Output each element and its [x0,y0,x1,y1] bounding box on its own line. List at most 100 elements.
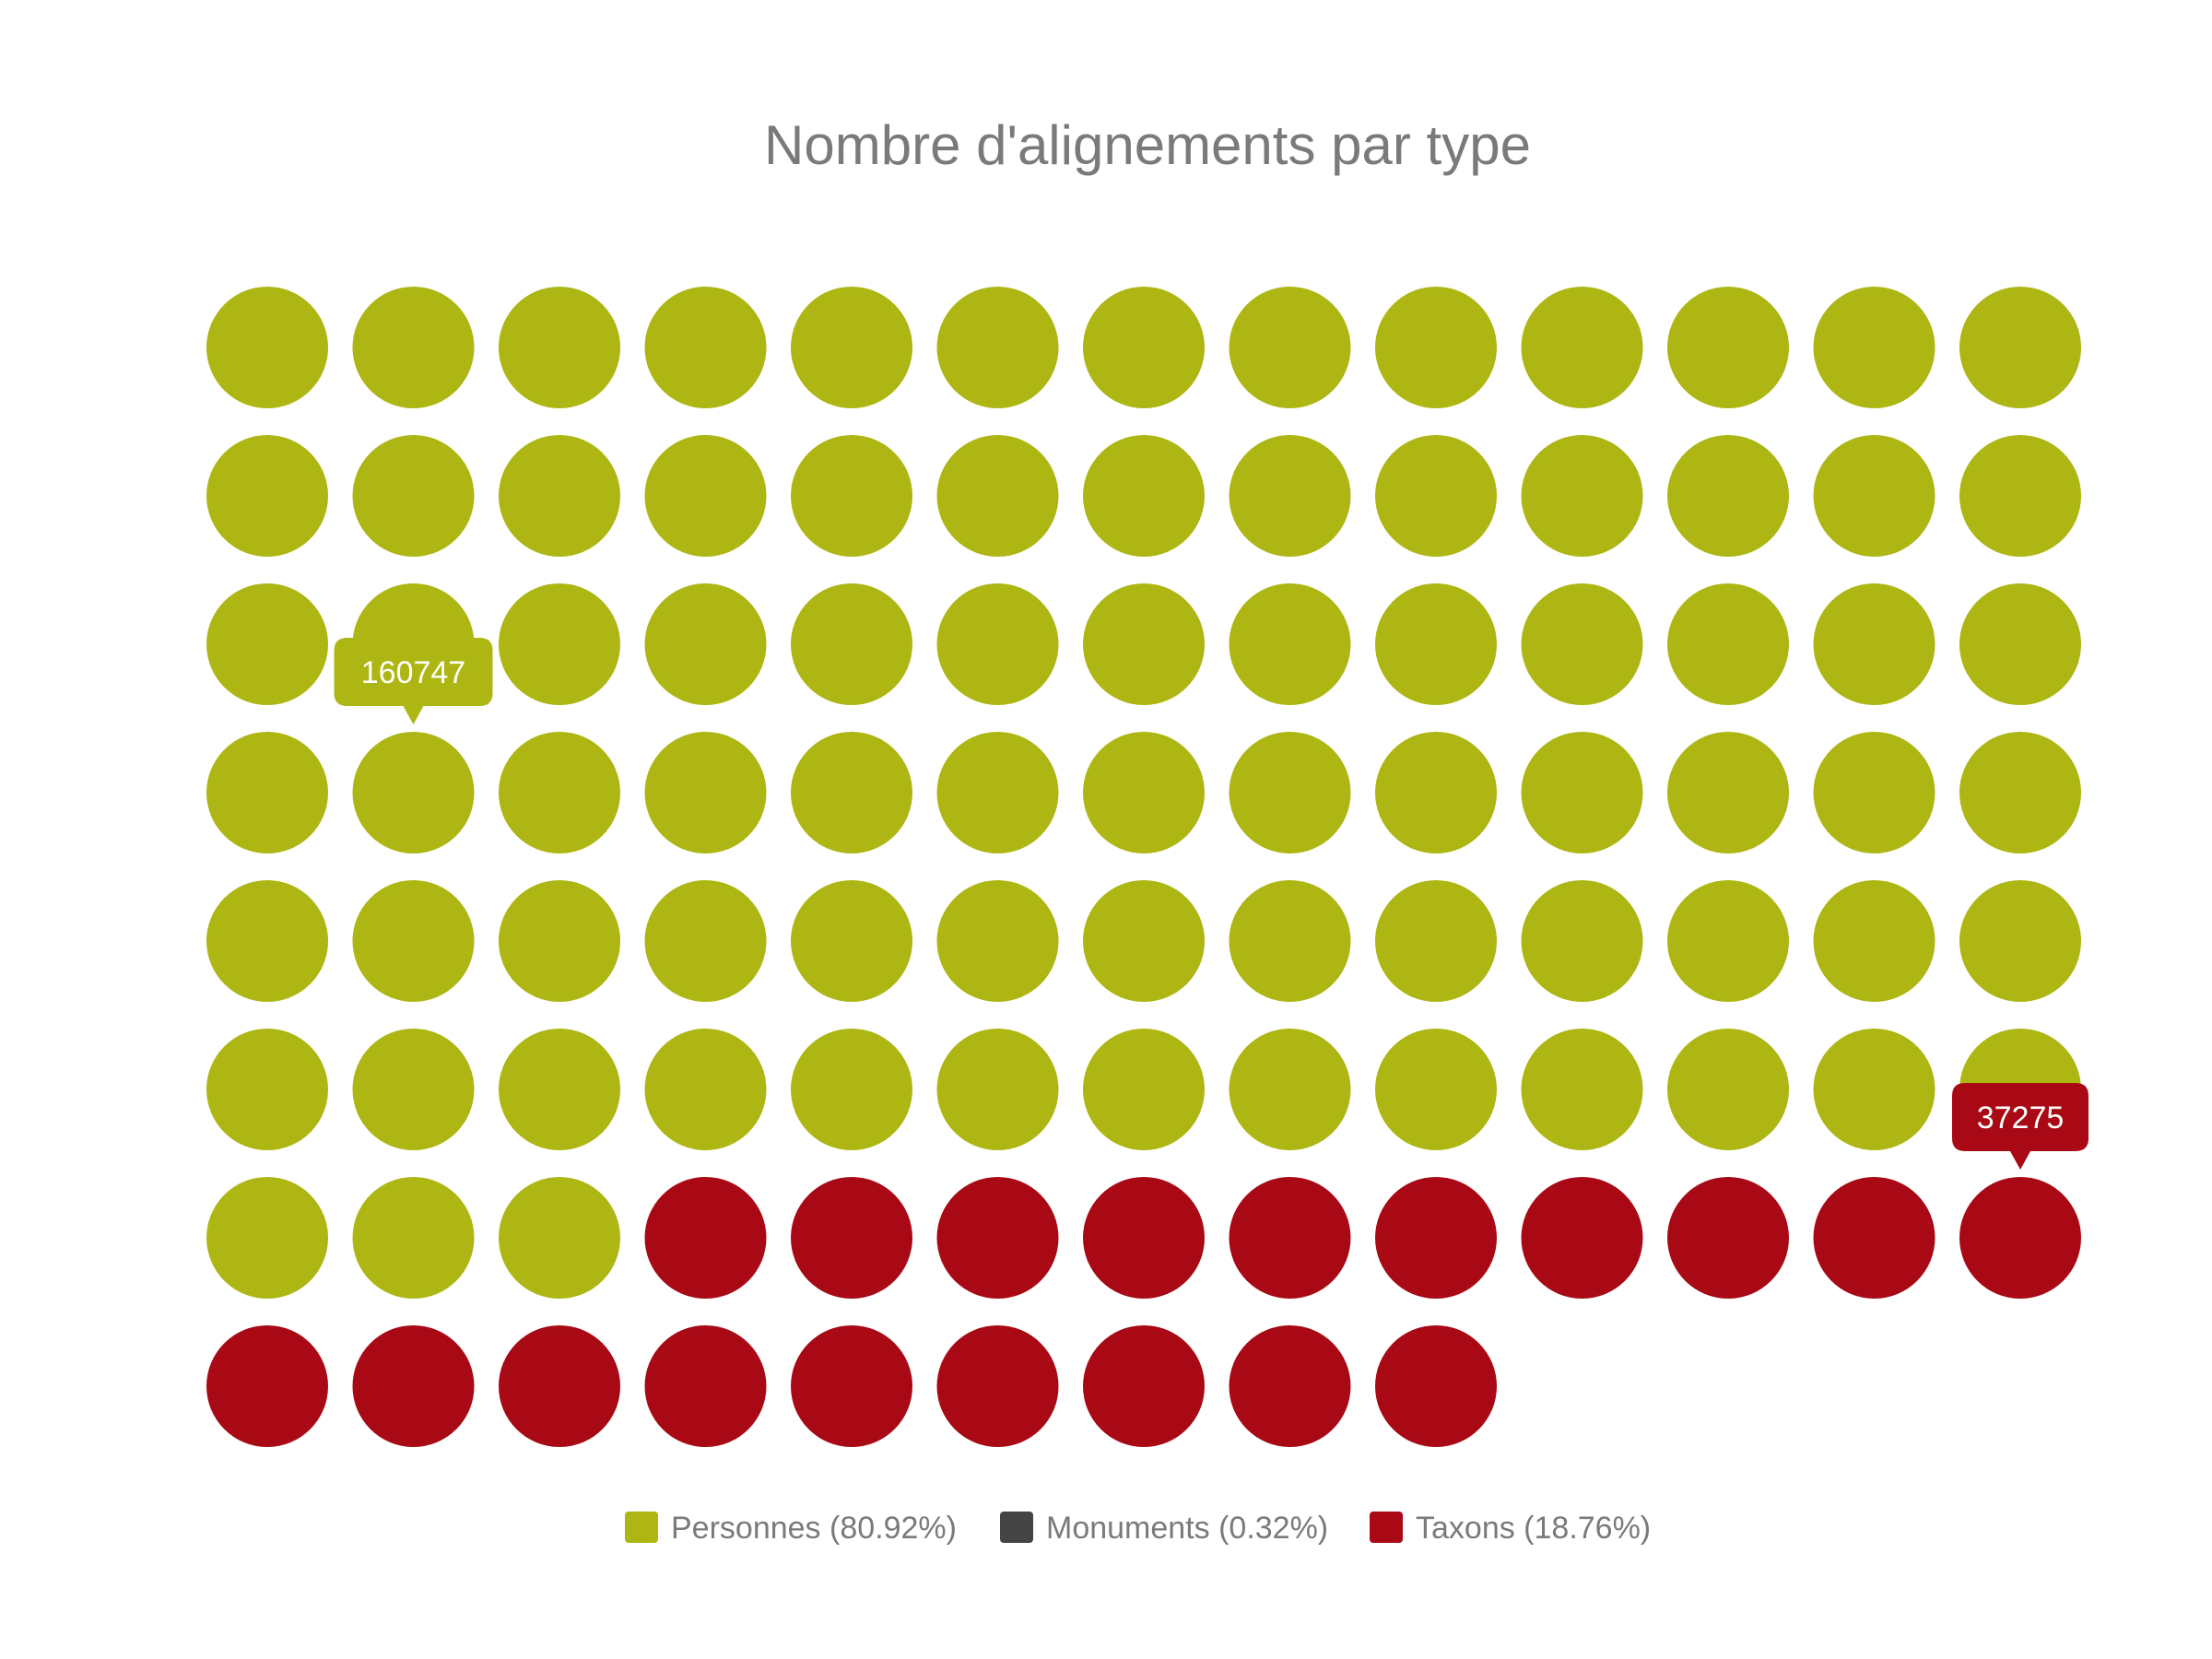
dot-personnes-64[interactable] [1813,880,1936,1002]
dot-personnes-3[interactable] [499,287,620,408]
dot-personnes-65[interactable] [1959,880,2081,1002]
dot-personnes-2[interactable] [352,287,475,408]
dot-personnes-44[interactable] [791,732,912,853]
dot-personnes-13[interactable] [1959,287,2081,408]
dot-personnes-7[interactable] [1083,287,1205,408]
dot-taxons-4[interactable] [1083,1177,1205,1299]
dot-personnes-48[interactable] [1375,732,1497,853]
dot-taxons-6[interactable] [1375,1177,1497,1299]
dot-personnes-34[interactable] [1229,583,1351,705]
dot-personnes-74[interactable] [1375,1029,1497,1150]
dot-personnes-81[interactable] [499,1177,620,1299]
dot-personnes-25[interactable] [1813,435,1936,557]
dot-personnes-67[interactable] [352,1029,475,1150]
dot-personnes-15[interactable] [352,435,475,557]
dot-personnes-36[interactable] [1521,583,1643,705]
dot-personnes-11[interactable] [1667,287,1789,408]
legend-item-taxons[interactable]: Taxons (18.76%) [1370,1511,1651,1546]
dot-personnes-63[interactable] [1667,880,1789,1002]
dot-taxons-12[interactable] [352,1325,475,1447]
dot-personnes-16[interactable] [499,435,620,557]
dot-personnes-75[interactable] [1521,1029,1643,1150]
dot-personnes-61[interactable] [1375,880,1497,1002]
dot-personnes-14[interactable] [206,435,328,557]
dot-personnes-29[interactable] [499,583,620,705]
dot-personnes-53[interactable] [206,880,328,1002]
legend-item-monuments[interactable]: Monuments (0.32%) [1000,1511,1328,1546]
dot-taxons-16[interactable] [936,1325,1059,1447]
dot-personnes-58[interactable] [936,880,1059,1002]
dot-personnes-60[interactable] [1229,880,1351,1002]
dot-personnes-73[interactable] [1229,1029,1351,1150]
dot-personnes-54[interactable] [352,880,475,1002]
dot-taxons-15[interactable] [791,1325,912,1447]
dot-taxons-3[interactable] [936,1177,1059,1299]
dot-personnes-51[interactable] [1813,732,1936,853]
dot-personnes-68[interactable] [499,1029,620,1150]
dot-personnes-22[interactable] [1375,435,1497,557]
dot-personnes-47[interactable] [1229,732,1351,853]
dot-personnes-17[interactable] [644,435,767,557]
dot-personnes-24[interactable] [1667,435,1789,557]
dot-taxons-11[interactable] [206,1325,328,1447]
dot-personnes-45[interactable] [936,732,1059,853]
dot-personnes-32[interactable] [936,583,1059,705]
dot-personnes-39[interactable] [1959,583,2081,705]
dot-personnes-37[interactable] [1667,583,1789,705]
dot-taxons-9[interactable] [1813,1177,1936,1299]
dot-personnes-5[interactable] [791,287,912,408]
dot-personnes-70[interactable] [791,1029,912,1150]
dot-personnes-30[interactable] [644,583,767,705]
dot-personnes-57[interactable] [791,880,912,1002]
dot-personnes-72[interactable] [1083,1029,1205,1150]
dot-personnes-66[interactable] [206,1029,328,1150]
legend-item-personnes[interactable]: Personnes (80.92%) [625,1511,957,1546]
dot-personnes-19[interactable] [936,435,1059,557]
dot-personnes-38[interactable] [1813,583,1936,705]
dot-taxons-7[interactable] [1521,1177,1643,1299]
dot-personnes-62[interactable] [1521,880,1643,1002]
dot-taxons-19[interactable] [1375,1325,1497,1447]
dot-personnes-52[interactable] [1959,732,2081,853]
dot-personnes-59[interactable] [1083,880,1205,1002]
dot-personnes-10[interactable] [1521,287,1643,408]
dot-personnes-18[interactable] [791,435,912,557]
dot-taxons-5[interactable] [1229,1177,1351,1299]
dot-personnes-71[interactable] [936,1029,1059,1150]
dot-personnes-76[interactable] [1667,1029,1789,1150]
dot-personnes-20[interactable] [1083,435,1205,557]
dot-personnes-26[interactable] [1959,435,2081,557]
dot-taxons-13[interactable] [499,1325,620,1447]
dot-personnes-42[interactable] [499,732,620,853]
dot-personnes-8[interactable] [1229,287,1351,408]
dot-personnes-4[interactable] [644,287,767,408]
dot-personnes-6[interactable] [936,287,1059,408]
dot-personnes-23[interactable] [1521,435,1643,557]
dot-personnes-80[interactable] [352,1177,475,1299]
dot-personnes-55[interactable] [499,880,620,1002]
dot-personnes-43[interactable] [644,732,767,853]
dot-personnes-46[interactable] [1083,732,1205,853]
dot-personnes-12[interactable] [1813,287,1936,408]
dot-personnes-21[interactable] [1229,435,1351,557]
dot-personnes-56[interactable] [644,880,767,1002]
dot-personnes-1[interactable] [206,287,328,408]
dot-taxons-18[interactable] [1229,1325,1351,1447]
dot-personnes-9[interactable] [1375,287,1497,408]
dot-personnes-33[interactable] [1083,583,1205,705]
dot-taxons-1[interactable] [644,1177,767,1299]
dot-personnes-49[interactable] [1521,732,1643,853]
dot-personnes-27[interactable] [206,583,328,705]
dot-personnes-50[interactable] [1667,732,1789,853]
dot-personnes-40[interactable] [206,732,328,853]
dot-taxons-8[interactable] [1667,1177,1789,1299]
dot-personnes-41[interactable] [352,732,475,853]
dot-taxons-14[interactable] [644,1325,767,1447]
dot-personnes-69[interactable] [644,1029,767,1150]
dot-personnes-77[interactable] [1813,1029,1936,1150]
dot-taxons-17[interactable] [1083,1325,1205,1447]
dot-taxons-2[interactable] [791,1177,912,1299]
dot-personnes-35[interactable] [1375,583,1497,705]
dot-personnes-31[interactable] [791,583,912,705]
dot-taxons-10[interactable] [1959,1177,2081,1299]
